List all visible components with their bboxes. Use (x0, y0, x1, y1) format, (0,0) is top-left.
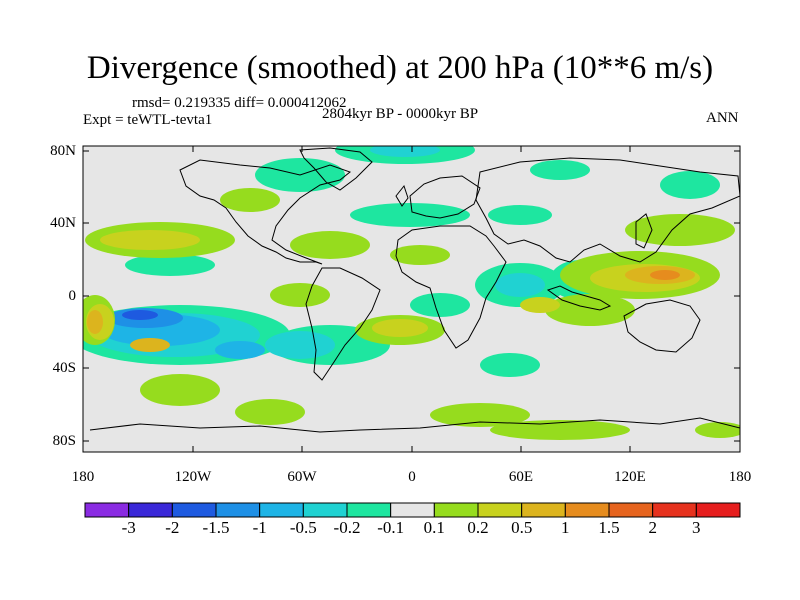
colorbar-box (652, 502, 697, 518)
lon-label-0: 0 (408, 469, 416, 485)
lon-label-60w: 60W (287, 469, 317, 485)
lat-label-80n: 80N (50, 143, 76, 159)
colorbar-label: 0.1 (423, 518, 445, 537)
lat-label-40n: 40N (50, 215, 76, 231)
colorbar-box (608, 502, 654, 518)
colorbar-box (84, 502, 130, 518)
colorbar-box (564, 502, 610, 518)
lon-label-60e: 60E (508, 469, 534, 485)
colorbar-label: -1 (252, 518, 267, 537)
colorbar-box (302, 502, 348, 518)
colorbar-label: -0.2 (333, 518, 361, 537)
colorbar-label: 1.5 (598, 518, 620, 537)
lon-label-180w: 180 (71, 469, 95, 485)
colorbar-label: -0.1 (377, 518, 405, 537)
colorbar-box (128, 502, 173, 518)
colorbar-box (171, 502, 217, 518)
map-frame (82, 145, 741, 453)
colorbar-box (521, 502, 566, 518)
lon-label-180e: 180 (728, 469, 752, 485)
period-label: 2804kyr BP - 0000kyr BP (321, 106, 479, 122)
colorbar-box (390, 502, 435, 518)
colorbar-box (346, 502, 392, 518)
lat-label-0: 0 (68, 288, 77, 304)
stats-line: rmsd= 0.219335 diff= 0.000412062 (132, 95, 347, 111)
colorbar-box (477, 502, 523, 518)
lat-label-80s: 80S (52, 433, 76, 449)
lon-label-120w: 120W (174, 469, 212, 485)
colorbar (84, 502, 741, 518)
colorbar-label: -0.5 (289, 518, 317, 537)
colorbar-label: 3 (692, 518, 701, 537)
graticule-ticks (83, 146, 740, 452)
colorbar-label: -3 (121, 518, 136, 537)
colorbar-box (215, 502, 261, 518)
colorbar-label: -2 (165, 518, 180, 537)
field-layer (83, 146, 740, 440)
map-background (83, 146, 740, 452)
lat-label-40s: 40S (52, 360, 76, 376)
lon-label-120e: 120E (614, 469, 646, 485)
experiment-label: Expt = teWTL-tevta1 (83, 112, 213, 128)
colorbar-label: 2 (648, 518, 657, 537)
coastlines (89, 147, 740, 433)
colorbar-label: -1.5 (202, 518, 230, 537)
colorbar-label: 0.5 (511, 518, 533, 537)
colorbar-box (695, 502, 741, 518)
colorbar-label: 1 (561, 518, 570, 537)
colorbar-box (259, 502, 304, 518)
season-label: ANN (706, 110, 739, 126)
plot-title: Divergence (smoothed) at 200 hPa (10**6 … (86, 50, 714, 86)
colorbar-label: 0.2 (467, 518, 489, 537)
colorbar-box (433, 502, 479, 518)
